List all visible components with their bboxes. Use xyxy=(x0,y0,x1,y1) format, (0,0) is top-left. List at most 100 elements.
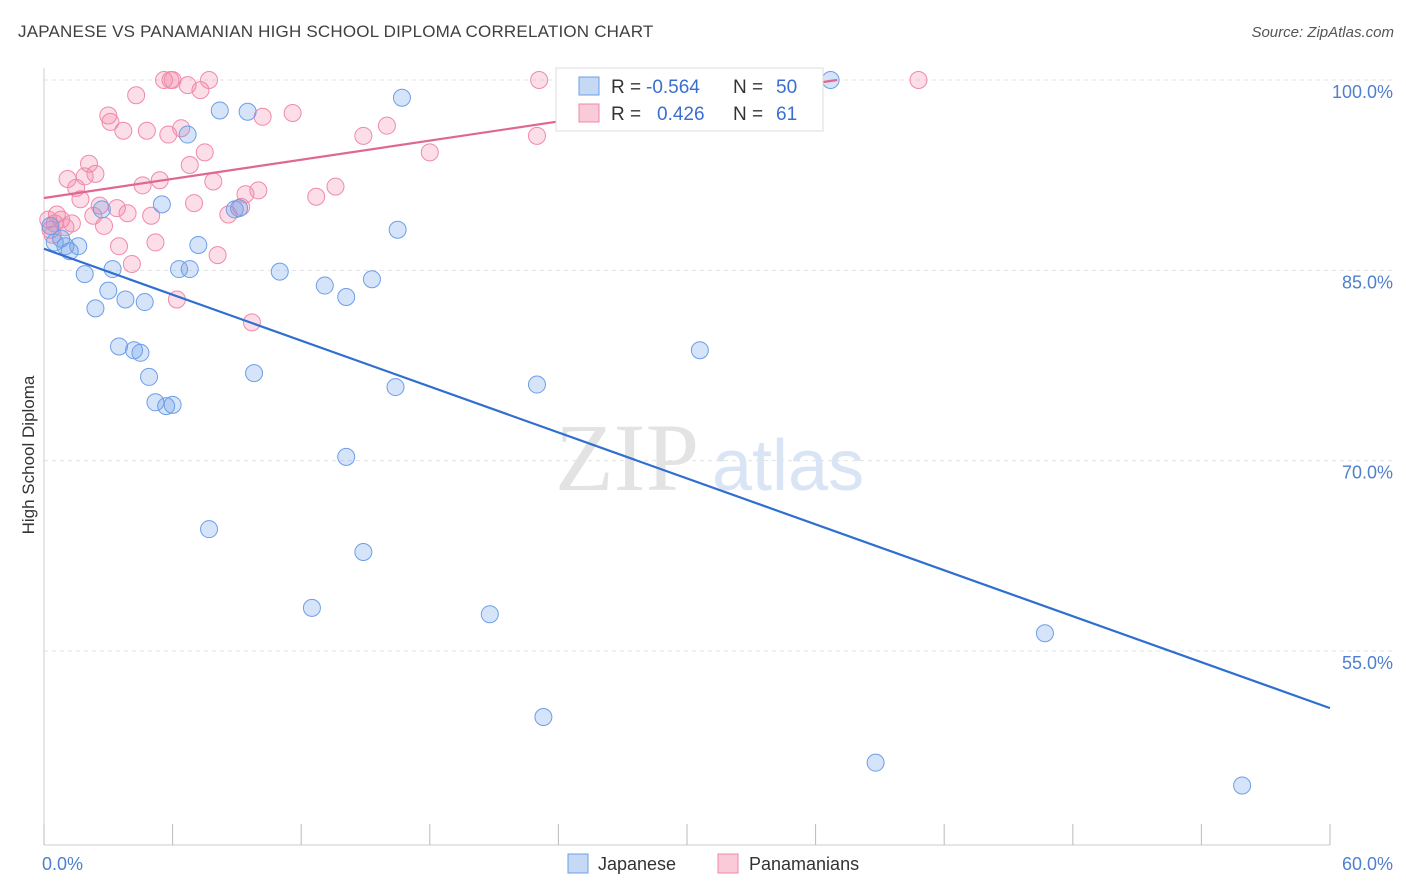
chart-title: JAPANESE VS PANAMANIAN HIGH SCHOOL DIPLO… xyxy=(18,22,654,41)
panamanians-point-14 xyxy=(86,164,105,183)
panamanians-point-37 xyxy=(180,156,199,175)
japanese-point-23 xyxy=(180,260,199,279)
axes xyxy=(43,68,1331,846)
y-tick-label-2: 70.0% xyxy=(1342,463,1393,483)
panamanians-point-12 xyxy=(80,154,99,173)
panamanians-point-52 xyxy=(326,177,345,196)
panamanians-point-54 xyxy=(377,116,396,135)
japanese-point-24 xyxy=(189,235,208,254)
panamanians-point-55 xyxy=(420,143,439,162)
japanese-point-29 xyxy=(238,102,257,121)
y-tick-labels: 100.0% 85.0% 70.0% 55.0% xyxy=(1332,82,1393,673)
japanese-point-17 xyxy=(146,393,165,412)
japanese-point-11 xyxy=(110,337,129,356)
source-label: Source: ZipAtlas.com xyxy=(1251,24,1394,41)
japanese-point-25 xyxy=(200,520,219,539)
panamanians-point-20 xyxy=(110,237,129,256)
panamanians-point-16 xyxy=(95,216,114,235)
japanese-point-48 xyxy=(1233,776,1252,795)
y-tick-label-3: 55.0% xyxy=(1342,653,1393,673)
legend-swatch-blue xyxy=(578,76,600,96)
legend-r-value-1: -0.564 xyxy=(646,77,700,98)
japanese-point-39 xyxy=(388,220,407,239)
legend-n-value-2: 61 xyxy=(776,104,797,125)
watermark-atlas: atlas xyxy=(712,426,864,506)
japanese-point-18 xyxy=(152,195,171,214)
japanese-point-36 xyxy=(354,543,373,562)
panamanians-point-21 xyxy=(114,121,133,140)
japanese-point-34 xyxy=(337,287,356,306)
y-tick-label-1: 85.0% xyxy=(1342,272,1393,292)
japanese-point-20 xyxy=(163,395,182,414)
panamanians-point-59 xyxy=(909,71,928,89)
japanese-point-46 xyxy=(866,753,885,772)
correlation-legend: R = -0.564 N = 50 R = 0.426 N = 61 xyxy=(555,67,824,132)
legend-n-value-1: 50 xyxy=(776,77,797,98)
panamanians-point-26 xyxy=(137,121,156,140)
bottom-legend-japanese: Japanese xyxy=(598,854,676,874)
x-tick-labels: 0.0% 60.0% xyxy=(42,854,1393,874)
panamanians-point-41 xyxy=(200,71,219,89)
panamanians-point-27 xyxy=(142,206,161,225)
panamanians-point-18 xyxy=(101,112,120,131)
bottom-legend-swatch-japanese xyxy=(567,853,589,874)
panamanians-point-43 xyxy=(208,246,227,265)
legend-r-label-1: R = xyxy=(611,77,641,98)
japanese-point-40 xyxy=(392,88,411,107)
japanese-point-14 xyxy=(131,343,150,362)
panamanians-points xyxy=(39,71,928,332)
panamanians-point-19 xyxy=(107,199,126,218)
japanese-point-21 xyxy=(170,260,189,279)
japanese-point-6 xyxy=(75,265,94,284)
japanese-point-35 xyxy=(337,447,356,466)
legend-r-value-2: 0.426 xyxy=(657,104,705,125)
panamanians-point-10 xyxy=(71,190,90,209)
japanese-point-5 xyxy=(69,237,88,256)
trend-lines xyxy=(43,78,1331,710)
japanese-point-44 xyxy=(690,341,709,360)
panamanians-point-57 xyxy=(527,126,546,145)
panamanians-point-48 xyxy=(249,181,268,200)
panamanians-point-50 xyxy=(283,103,302,122)
japanese-point-28 xyxy=(230,199,249,218)
japanese-point-26 xyxy=(210,101,229,120)
japanese-point-47 xyxy=(1035,624,1054,643)
panamanians-point-23 xyxy=(122,254,141,273)
legend-n-label-2: N = xyxy=(733,104,763,125)
japanese-point-16 xyxy=(140,367,159,386)
series-legend: Japanese Panamanians xyxy=(567,853,859,874)
panamanians-point-49 xyxy=(253,107,272,126)
japanese-point-9 xyxy=(99,281,118,300)
bottom-legend-panamanians: Panamanians xyxy=(749,854,859,874)
x-tick-label-right: 60.0% xyxy=(1342,854,1393,874)
japanese-point-37 xyxy=(362,270,381,289)
y-axis-label: High School Diploma xyxy=(19,375,38,534)
panamanians-point-28 xyxy=(146,233,165,252)
legend-box xyxy=(555,67,824,132)
panamanians-point-40 xyxy=(195,143,214,162)
panamanians-point-38 xyxy=(185,194,204,213)
bottom-legend-swatch-panamanians xyxy=(717,853,739,874)
japanese-trend-line xyxy=(43,247,1331,710)
japanese-point-22 xyxy=(178,125,197,144)
panamanians-point-8 xyxy=(62,214,81,233)
japanese-point-8 xyxy=(92,200,111,219)
legend-n-label-1: N = xyxy=(733,77,763,98)
japanese-point-33 xyxy=(315,276,334,295)
legend-swatch-pink xyxy=(578,103,600,123)
panamanians-point-33 xyxy=(163,71,182,89)
japanese-point-38 xyxy=(386,378,405,397)
japanese-point-30 xyxy=(245,364,264,383)
panamanians-point-53 xyxy=(354,126,373,145)
panamanians-point-22 xyxy=(118,204,137,223)
grid-lines xyxy=(44,79,1392,652)
japanese-point-32 xyxy=(302,598,321,617)
legend-r-label-2: R = xyxy=(611,104,641,125)
panamanians-point-42 xyxy=(204,172,223,191)
japanese-point-7 xyxy=(86,299,105,318)
japanese-points xyxy=(41,71,1252,795)
y-tick-label-0: 100.0% xyxy=(1332,82,1393,102)
panamanians-point-56 xyxy=(530,71,549,89)
japanese-point-42 xyxy=(527,375,546,394)
